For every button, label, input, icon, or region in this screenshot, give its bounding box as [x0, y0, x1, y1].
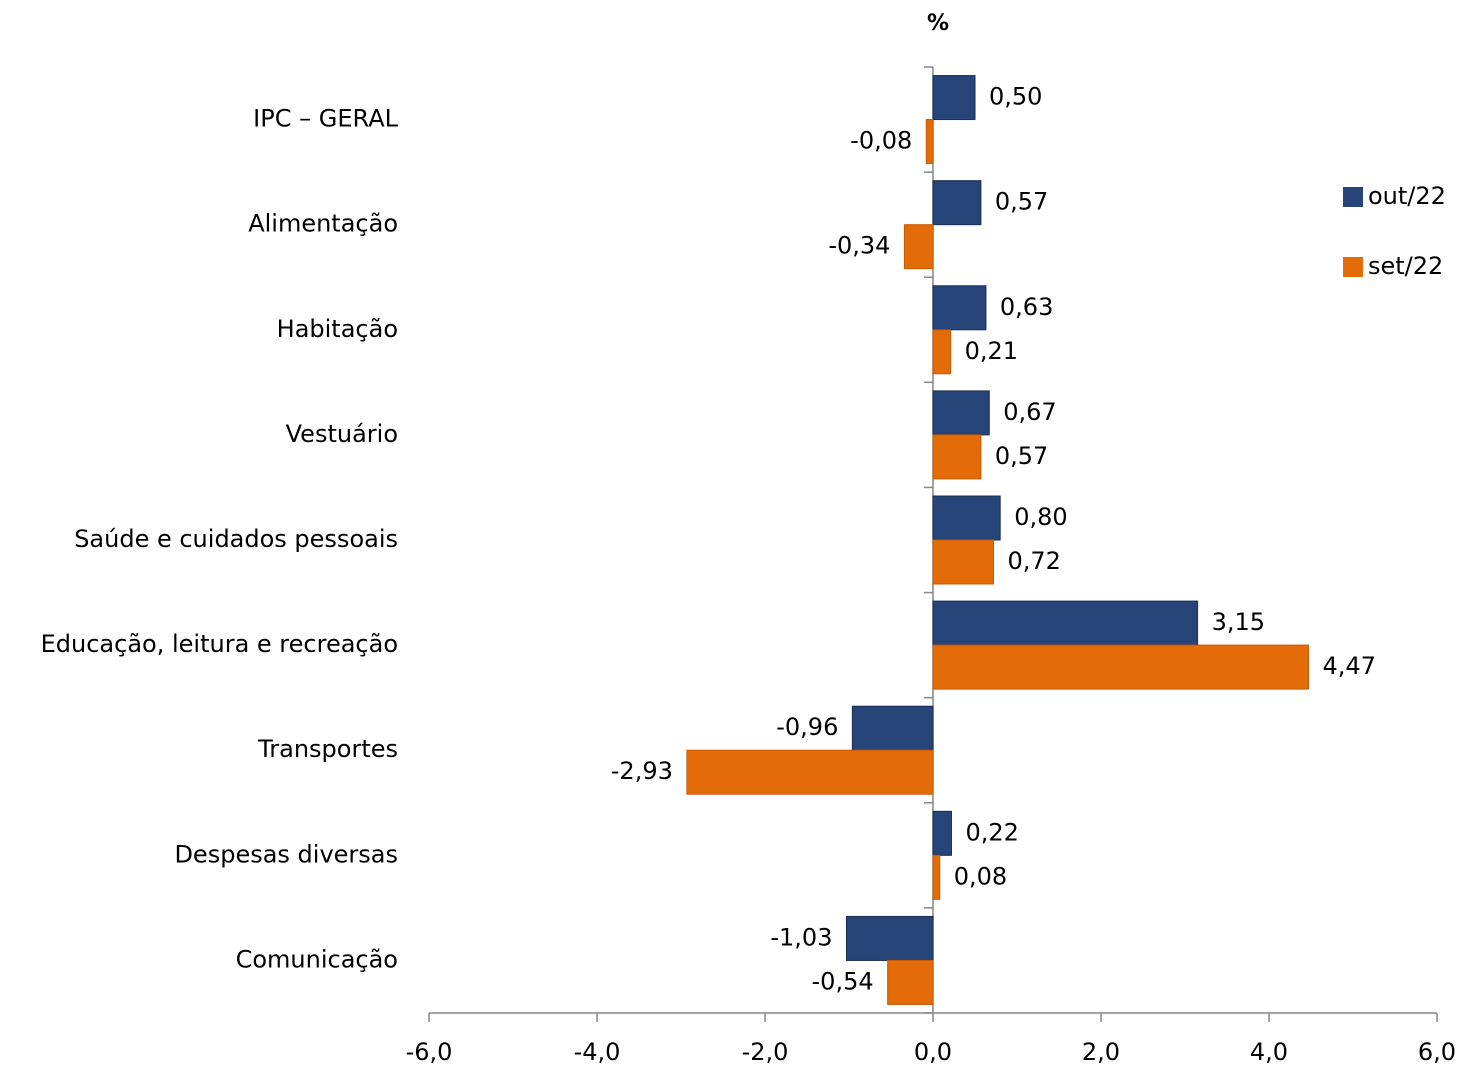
value-label: -0,54: [812, 967, 874, 995]
bar: [851, 705, 934, 751]
y-tick-label: Saúde e cuidados pessoais: [74, 525, 398, 553]
bar: [932, 810, 952, 856]
bar: [932, 75, 976, 121]
x-tick-label: 2,0: [1082, 1038, 1120, 1066]
bar: [932, 390, 990, 436]
value-label: -2,93: [611, 757, 673, 785]
legend-swatch: [1343, 257, 1363, 277]
y-tick-label: Alimentação: [248, 210, 398, 238]
value-label: 0,08: [954, 862, 1007, 890]
x-tick-label: 6,0: [1418, 1038, 1456, 1066]
y-tick-label: Educação, leitura e recreação: [41, 630, 398, 658]
bar: [903, 224, 934, 270]
value-label: 4,47: [1322, 652, 1375, 680]
bar: [932, 434, 982, 480]
x-tick-label: -6,0: [406, 1038, 453, 1066]
bar: [845, 915, 934, 961]
bar: [932, 600, 1199, 646]
bar: [932, 495, 1001, 541]
y-tick-label: Transportes: [257, 735, 398, 763]
value-label: -0,08: [850, 127, 912, 155]
value-label: 0,67: [1003, 398, 1056, 426]
bar: [932, 644, 1309, 690]
value-label: 3,15: [1212, 608, 1265, 636]
bar: [932, 854, 941, 900]
value-label: 0,21: [965, 337, 1018, 365]
bar: [932, 329, 952, 375]
value-label: 0,50: [989, 83, 1042, 111]
value-label: 0,57: [995, 442, 1048, 470]
bar: [932, 539, 994, 585]
x-tick-label: -2,0: [742, 1038, 789, 1066]
y-tick-label: Habitação: [277, 315, 398, 343]
bar: [932, 285, 987, 331]
value-label: 0,57: [995, 188, 1048, 216]
y-tick-label: IPC – GERAL: [253, 105, 398, 133]
value-label: 0,22: [965, 818, 1018, 846]
bar: [887, 959, 934, 1005]
value-label: 0,72: [1007, 547, 1060, 575]
x-tick-label: -4,0: [574, 1038, 621, 1066]
chart-title: %: [927, 11, 949, 36]
legend-label: set/22: [1368, 252, 1443, 280]
value-label: -0,34: [828, 232, 890, 260]
x-tick-label: 0,0: [914, 1038, 952, 1066]
value-label: -1,03: [770, 923, 832, 951]
value-label: 0,63: [1000, 293, 1053, 321]
bar: [686, 749, 934, 795]
legend-label: out/22: [1368, 182, 1446, 210]
y-tick-label: Vestuário: [286, 420, 398, 448]
y-tick-label: Despesas diversas: [174, 840, 398, 868]
y-tick-label: Comunicação: [236, 945, 398, 973]
value-label: -0,96: [776, 713, 838, 741]
legend-swatch: [1343, 187, 1363, 207]
bar: [932, 180, 982, 226]
x-tick-label: 4,0: [1250, 1038, 1288, 1066]
value-label: 0,80: [1014, 503, 1067, 531]
bar: [925, 119, 934, 165]
